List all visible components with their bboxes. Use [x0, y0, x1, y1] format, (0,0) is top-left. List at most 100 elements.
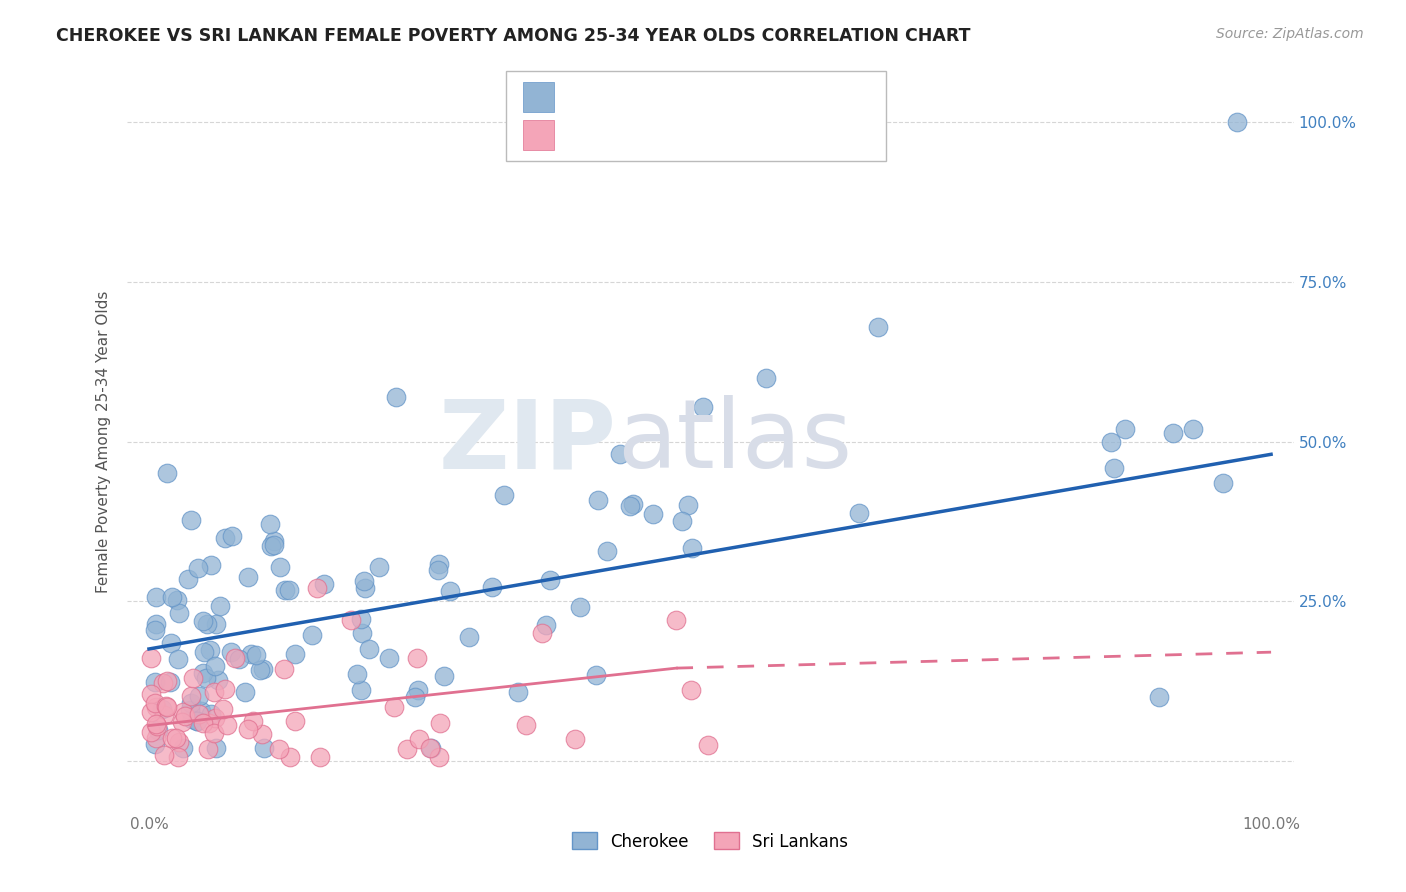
Point	[1181, 422, 1204, 436]
Point	[242, 714, 264, 728]
Point	[155, 698, 177, 713]
Point	[181, 712, 204, 726]
Point	[252, 662, 274, 676]
Point	[439, 584, 461, 599]
Point	[848, 506, 870, 520]
Point	[204, 711, 226, 725]
Point	[1099, 434, 1122, 449]
Point	[180, 689, 202, 703]
Point	[481, 580, 503, 594]
Point	[426, 563, 449, 577]
Point	[367, 559, 389, 574]
Point	[141, 725, 163, 739]
Point	[194, 672, 217, 686]
Point	[534, 618, 557, 632]
Point	[209, 599, 232, 614]
Point	[406, 683, 429, 698]
Point	[236, 723, 259, 737]
Point	[385, 390, 408, 404]
Point	[179, 696, 201, 710]
Point	[193, 715, 215, 730]
Point	[538, 574, 561, 588]
Text: CHEROKEE VS SRI LANKAN FEMALE POVERTY AMONG 25-34 YEAR OLDS CORRELATION CHART: CHEROKEE VS SRI LANKAN FEMALE POVERTY AM…	[56, 27, 970, 45]
Point	[676, 498, 699, 512]
Point	[350, 626, 373, 640]
Point	[301, 627, 323, 641]
Point	[191, 665, 214, 680]
Point	[260, 539, 283, 553]
Point	[245, 648, 267, 662]
Point	[198, 715, 221, 730]
Point	[273, 662, 295, 676]
Point	[186, 714, 208, 728]
Point	[143, 624, 166, 638]
Point	[159, 636, 181, 650]
Point	[141, 705, 163, 719]
Point	[1212, 476, 1234, 491]
Point	[429, 715, 451, 730]
Point	[193, 645, 215, 659]
Point	[568, 599, 591, 614]
Point	[146, 723, 169, 738]
Point	[156, 466, 179, 480]
Point	[307, 582, 329, 596]
Point	[585, 668, 607, 682]
Point	[408, 731, 430, 746]
Point	[197, 741, 219, 756]
Point	[346, 667, 368, 681]
Point	[200, 558, 222, 572]
Point	[586, 492, 609, 507]
Point	[187, 561, 209, 575]
Point	[204, 740, 226, 755]
Point	[681, 541, 703, 555]
Point	[146, 719, 169, 733]
Point	[457, 630, 479, 644]
Point	[312, 576, 335, 591]
Point	[187, 706, 209, 721]
Point	[159, 674, 181, 689]
Point	[150, 702, 173, 716]
Point	[404, 690, 426, 704]
Point	[378, 650, 401, 665]
Y-axis label: Female Poverty Among 25-34 Year Olds: Female Poverty Among 25-34 Year Olds	[96, 291, 111, 592]
Point	[1163, 426, 1185, 441]
Point	[267, 742, 290, 756]
Point	[217, 717, 239, 731]
Point	[207, 673, 229, 687]
Point	[167, 734, 190, 748]
Point	[357, 641, 380, 656]
Point	[269, 560, 291, 574]
Point	[179, 703, 201, 717]
Point	[259, 517, 281, 532]
Point	[350, 683, 373, 698]
Point	[153, 708, 176, 723]
Point	[172, 705, 194, 719]
Point	[204, 725, 226, 739]
Point	[263, 538, 285, 552]
Point	[145, 616, 167, 631]
Point	[162, 731, 184, 745]
Point	[284, 714, 307, 729]
Text: ZIP: ZIP	[439, 395, 617, 488]
Text: R = 0.433    N = 105: R = 0.433 N = 105	[562, 87, 755, 103]
Point	[250, 727, 273, 741]
Point	[228, 652, 250, 666]
Point	[180, 513, 202, 527]
Point	[755, 370, 778, 384]
Point	[204, 658, 226, 673]
Point	[233, 685, 256, 699]
Point	[427, 750, 450, 764]
Point	[200, 706, 222, 721]
Point	[1147, 690, 1170, 704]
Point	[169, 606, 191, 620]
Point	[696, 739, 718, 753]
Point	[692, 400, 714, 414]
Point	[141, 686, 163, 700]
Point	[221, 645, 243, 659]
Legend: Cherokee, Sri Lankans: Cherokee, Sri Lankans	[564, 824, 856, 859]
Point	[868, 319, 890, 334]
Point	[143, 674, 166, 689]
Point	[405, 650, 427, 665]
Point	[214, 531, 236, 545]
Point	[432, 668, 454, 682]
